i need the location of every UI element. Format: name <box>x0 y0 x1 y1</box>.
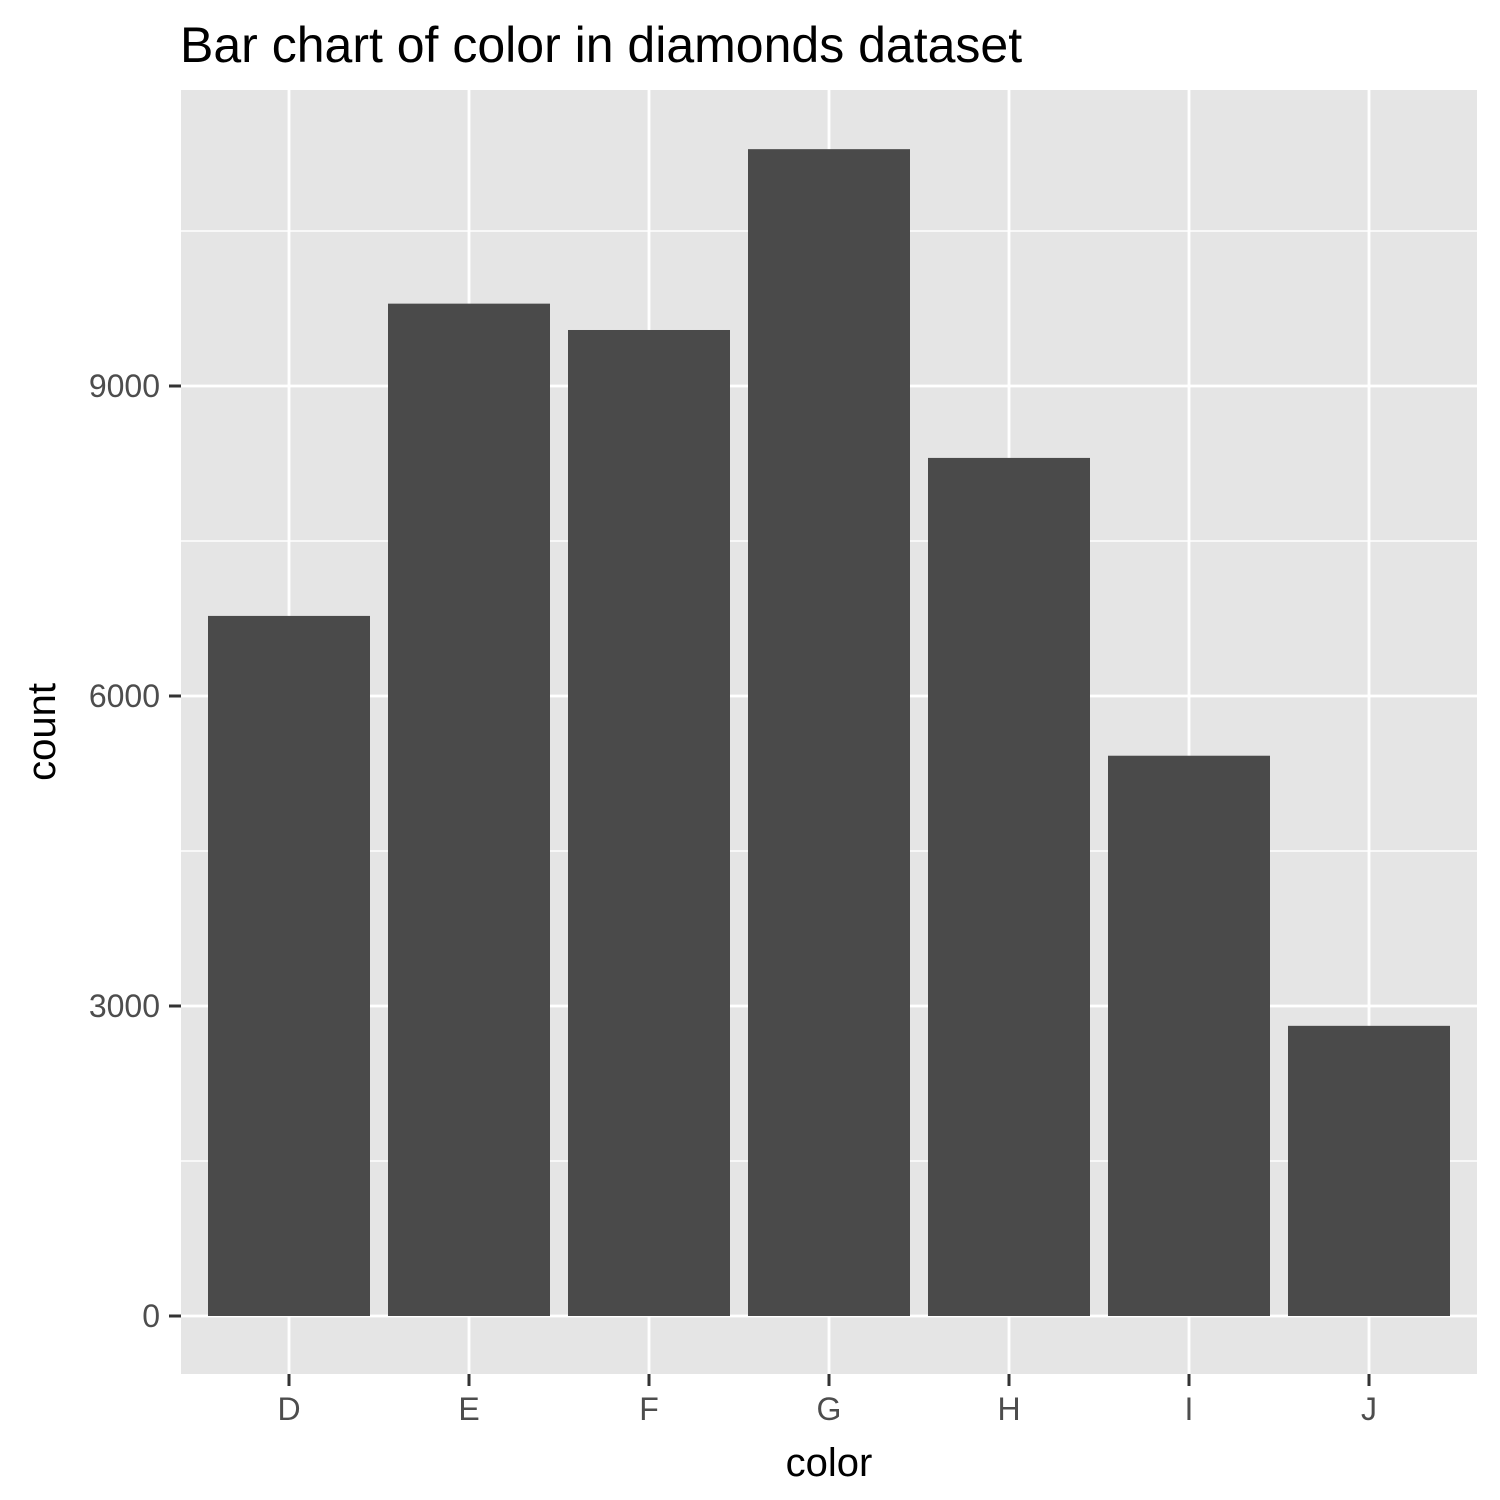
bar-I <box>1108 755 1270 1316</box>
bar-E <box>388 303 550 1317</box>
y-axis-title: count <box>20 683 64 781</box>
bar-F <box>568 329 730 1316</box>
x-tick-label: J <box>1361 1391 1377 1427</box>
y-tick-label: 0 <box>142 1298 160 1334</box>
x-axis: D E F G H I J <box>277 1374 1377 1427</box>
x-tick-label: H <box>997 1391 1020 1427</box>
x-tick-label: I <box>1185 1391 1194 1427</box>
y-tick-label: 6000 <box>89 678 160 714</box>
x-tick-label: D <box>277 1391 300 1427</box>
y-axis: 0 3000 6000 9000 <box>89 368 181 1334</box>
x-tick-label: F <box>639 1391 659 1427</box>
bar-H <box>928 457 1090 1316</box>
x-axis-title: color <box>786 1441 873 1485</box>
bar-J <box>1288 1025 1450 1316</box>
bar-D <box>208 615 370 1316</box>
y-tick-label: 3000 <box>89 988 160 1024</box>
chart-title: Bar chart of color in diamonds dataset <box>180 17 1022 73</box>
y-tick-label: 9000 <box>89 368 160 404</box>
bars <box>208 149 1450 1317</box>
x-tick-label: G <box>817 1391 842 1427</box>
bar-G <box>748 149 910 1316</box>
x-tick-label: E <box>458 1391 479 1427</box>
